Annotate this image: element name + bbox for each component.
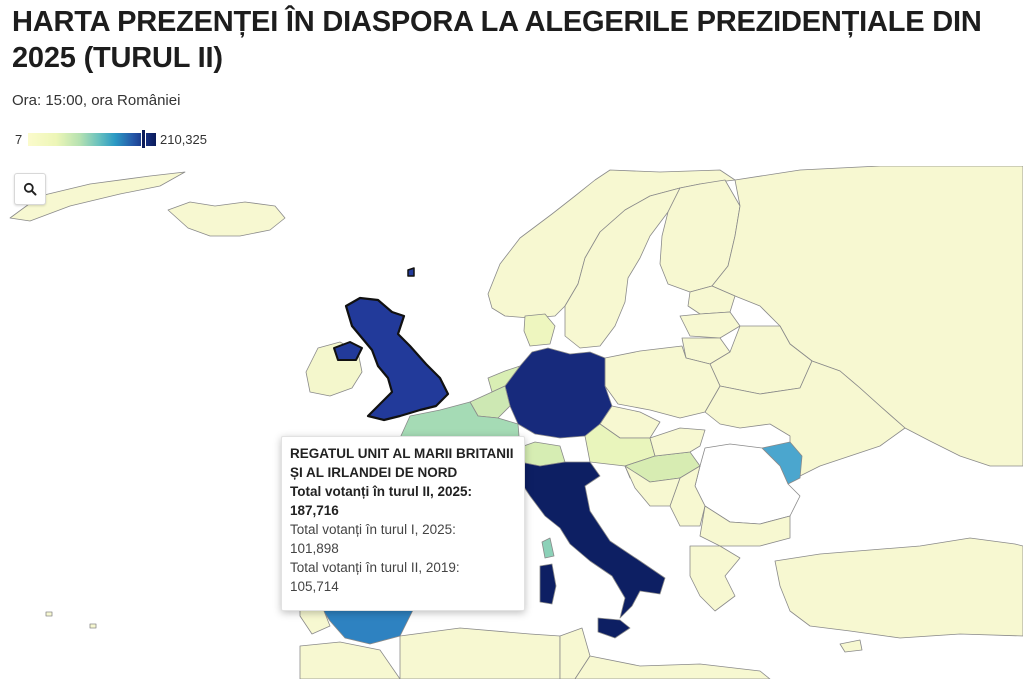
tooltip-country-name: REGATUL UNIT AL MARII BRITANII ȘI AL IRL… — [290, 446, 514, 480]
country-ukraine[interactable] — [704, 360, 906, 477]
country-greece[interactable] — [689, 545, 741, 612]
country-slovakia[interactable] — [649, 427, 706, 457]
madeira-islet[interactable] — [45, 611, 53, 617]
legend-min: 7 — [15, 132, 23, 147]
legend-gradient-bar — [28, 133, 156, 146]
country-sardinia[interactable] — [539, 563, 557, 605]
country-bulgaria[interactable] — [699, 505, 791, 547]
country-latvia[interactable] — [679, 311, 741, 339]
country-poland[interactable] — [604, 345, 721, 419]
tooltip-round2-2019-label: Total votanți în turul II, 2019: — [290, 560, 460, 575]
azores-islet[interactable] — [89, 623, 97, 629]
tooltip-round1-2025-value: 101,898 — [290, 541, 339, 556]
subtitle: Ora: 15:00, ora României — [12, 92, 181, 109]
country-morocco[interactable] — [299, 641, 401, 680]
country-germany[interactable] — [504, 347, 613, 439]
country-sicily[interactable] — [597, 617, 631, 639]
country-cyprus[interactable] — [839, 639, 863, 653]
tooltip-round2-2019-value: 105,714 — [290, 579, 339, 594]
page-title: HARTA PREZENȚEI ÎN DIASPORA LA ALEGERILE… — [12, 6, 982, 74]
country-turkey[interactable] — [774, 537, 1023, 639]
shetland[interactable] — [407, 267, 415, 277]
country-greenland[interactable] — [9, 171, 186, 222]
search-icon — [23, 182, 37, 196]
legend-max: 210,325 — [160, 132, 207, 147]
country-italy[interactable] — [519, 461, 666, 619]
country-serbia[interactable] — [669, 465, 706, 527]
country-algeria[interactable] — [399, 627, 561, 680]
country-united-kingdom[interactable] — [344, 296, 450, 422]
country-corsica[interactable] — [541, 537, 555, 559]
tooltip-round2-2025-label: Total votanți în turul II, 2025: — [290, 484, 473, 499]
tooltip-round2-2025-value: 187,716 — [290, 503, 339, 518]
country-northern-ireland[interactable] — [333, 341, 363, 361]
country-sweden[interactable] — [564, 187, 681, 349]
zoom-button[interactable] — [14, 173, 46, 205]
country-libya[interactable] — [574, 655, 771, 680]
country-netherlands[interactable] — [487, 365, 521, 393]
country-croatia[interactable] — [624, 465, 681, 507]
country-denmark[interactable] — [523, 313, 556, 347]
tooltip-round1-2025-label: Total votanți în turul I, 2025: — [290, 522, 456, 537]
country-tooltip: REGATUL UNIT AL MARII BRITANII ȘI AL IRL… — [281, 436, 525, 611]
country-switzerland[interactable] — [517, 441, 566, 467]
legend-hover-marker — [141, 130, 146, 148]
country-iceland[interactable] — [167, 201, 286, 237]
